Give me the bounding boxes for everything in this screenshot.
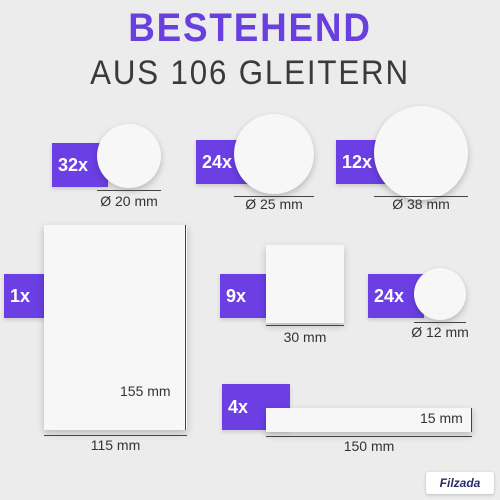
dimension-line bbox=[266, 436, 472, 437]
dimension-line bbox=[374, 196, 468, 197]
dimension-line bbox=[234, 196, 314, 197]
dimension-label-115mm: 115 mm bbox=[90, 437, 141, 453]
dimension-line-vertical bbox=[185, 225, 186, 430]
dimension-label-30mm: 30 mm bbox=[283, 329, 327, 345]
dimension-line bbox=[414, 322, 466, 323]
brand-logo-text: Filzada bbox=[439, 476, 481, 490]
dimension-label-38mm: Ø 38 mm bbox=[392, 196, 450, 212]
dimension-label-25mm: Ø 25 mm bbox=[245, 196, 303, 212]
dimension-line bbox=[97, 190, 161, 191]
dimension-label-15mm: 15 mm bbox=[420, 410, 463, 426]
dimension-label-150mm: 150 mm bbox=[343, 438, 395, 454]
felt-strip-150x15 bbox=[266, 408, 472, 432]
dimension-label-20mm: Ø 20 mm bbox=[100, 193, 158, 209]
felt-pad-12mm bbox=[414, 268, 466, 320]
dimension-label-155mm: 155 mm bbox=[120, 383, 171, 399]
felt-sheet-115x155 bbox=[44, 225, 187, 430]
dimension-line bbox=[44, 435, 187, 436]
title: BESTEHEND bbox=[128, 6, 372, 50]
felt-pad-20mm bbox=[97, 124, 161, 188]
dimension-line-vertical bbox=[471, 408, 472, 432]
dimension-line bbox=[266, 325, 344, 326]
felt-square-30mm bbox=[266, 245, 344, 323]
brand-logo: Filzada bbox=[426, 472, 494, 494]
dimension-label-12mm: Ø 12 mm bbox=[411, 324, 469, 340]
quantity-badge-9x: 9x bbox=[220, 274, 270, 318]
felt-pad-38mm bbox=[374, 106, 468, 200]
felt-pad-25mm bbox=[234, 114, 314, 194]
subtitle: AUS 106 GLEITERN bbox=[90, 54, 410, 92]
